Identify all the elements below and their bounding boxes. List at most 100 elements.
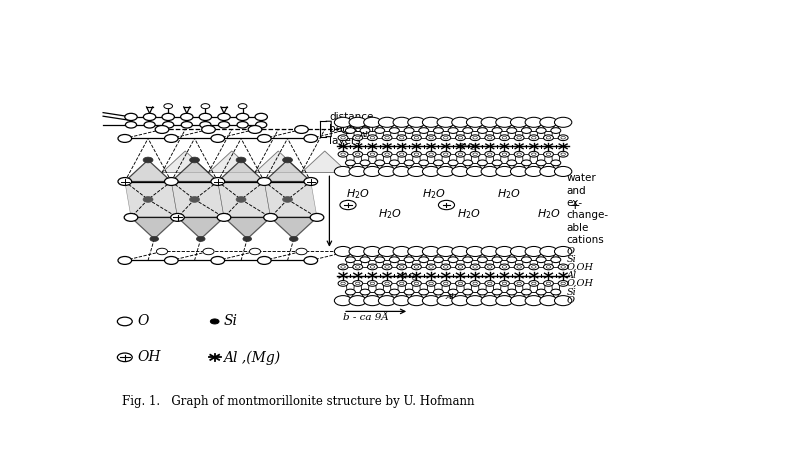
Circle shape: [443, 282, 448, 285]
Circle shape: [165, 135, 178, 143]
Circle shape: [502, 137, 506, 139]
Circle shape: [558, 151, 568, 157]
Circle shape: [540, 117, 557, 127]
Circle shape: [385, 153, 390, 156]
Circle shape: [458, 266, 462, 268]
Circle shape: [341, 266, 346, 268]
Text: $H_2O$: $H_2O$: [346, 187, 370, 201]
Circle shape: [522, 160, 531, 166]
Circle shape: [458, 282, 462, 285]
Circle shape: [463, 289, 473, 295]
Circle shape: [437, 166, 454, 177]
Text: Mg: Mg: [460, 142, 477, 151]
Circle shape: [304, 256, 318, 264]
Circle shape: [485, 151, 494, 157]
Circle shape: [364, 247, 381, 256]
Circle shape: [334, 295, 352, 306]
Circle shape: [485, 135, 494, 141]
Text: Al ,(Mg): Al ,(Mg): [223, 350, 281, 364]
Circle shape: [411, 135, 422, 141]
Circle shape: [341, 153, 346, 156]
Polygon shape: [270, 217, 317, 239]
Circle shape: [441, 151, 450, 157]
Circle shape: [390, 289, 399, 295]
Circle shape: [408, 166, 425, 177]
Circle shape: [514, 281, 524, 286]
Circle shape: [126, 122, 137, 128]
Circle shape: [399, 282, 404, 285]
Circle shape: [118, 135, 132, 143]
Circle shape: [210, 319, 219, 324]
Circle shape: [414, 153, 418, 156]
Text: Al: Al: [359, 131, 368, 139]
Circle shape: [470, 281, 480, 286]
Circle shape: [397, 264, 406, 270]
Text: $H_2O$: $H_2O$: [497, 187, 521, 201]
Circle shape: [353, 135, 362, 141]
Circle shape: [393, 247, 410, 256]
Circle shape: [374, 257, 385, 263]
Circle shape: [496, 295, 513, 306]
Circle shape: [499, 281, 510, 286]
Circle shape: [197, 236, 205, 241]
Circle shape: [441, 281, 450, 286]
Circle shape: [561, 266, 566, 268]
Circle shape: [558, 281, 568, 286]
Polygon shape: [171, 160, 218, 181]
Circle shape: [397, 281, 406, 286]
Circle shape: [125, 113, 138, 121]
Circle shape: [378, 166, 396, 177]
Circle shape: [529, 151, 538, 157]
Circle shape: [492, 128, 502, 133]
Circle shape: [418, 257, 429, 263]
Circle shape: [346, 257, 355, 263]
Circle shape: [492, 160, 502, 166]
Circle shape: [543, 151, 554, 157]
Circle shape: [531, 282, 536, 285]
Circle shape: [353, 281, 362, 286]
Circle shape: [334, 166, 352, 177]
Circle shape: [525, 295, 542, 306]
Circle shape: [360, 160, 370, 166]
Circle shape: [443, 137, 448, 139]
Circle shape: [364, 117, 381, 127]
Circle shape: [452, 166, 469, 177]
Circle shape: [411, 264, 422, 270]
Circle shape: [499, 264, 510, 270]
Circle shape: [429, 153, 434, 156]
Circle shape: [458, 153, 462, 156]
Circle shape: [485, 281, 494, 286]
Circle shape: [258, 256, 271, 264]
Circle shape: [378, 295, 396, 306]
Circle shape: [496, 166, 513, 177]
Circle shape: [238, 103, 247, 109]
Circle shape: [426, 264, 436, 270]
Circle shape: [429, 266, 434, 268]
Circle shape: [203, 248, 214, 255]
Circle shape: [478, 257, 487, 263]
Circle shape: [341, 282, 346, 285]
Circle shape: [443, 266, 448, 268]
Circle shape: [561, 137, 566, 139]
Circle shape: [478, 289, 487, 295]
Circle shape: [390, 128, 399, 133]
Circle shape: [118, 353, 132, 362]
Circle shape: [510, 247, 528, 256]
Circle shape: [546, 282, 550, 285]
Circle shape: [397, 151, 406, 157]
Circle shape: [182, 122, 192, 128]
Circle shape: [522, 128, 531, 133]
Circle shape: [202, 125, 215, 133]
Circle shape: [382, 264, 392, 270]
Circle shape: [422, 295, 440, 306]
Circle shape: [236, 197, 246, 202]
Text: Si: Si: [567, 255, 577, 264]
Circle shape: [355, 153, 360, 156]
Circle shape: [282, 197, 293, 202]
Circle shape: [162, 122, 174, 128]
Circle shape: [510, 117, 528, 127]
Circle shape: [367, 281, 378, 286]
Circle shape: [452, 247, 469, 256]
Circle shape: [399, 137, 404, 139]
Text: O,OH: O,OH: [567, 262, 594, 271]
